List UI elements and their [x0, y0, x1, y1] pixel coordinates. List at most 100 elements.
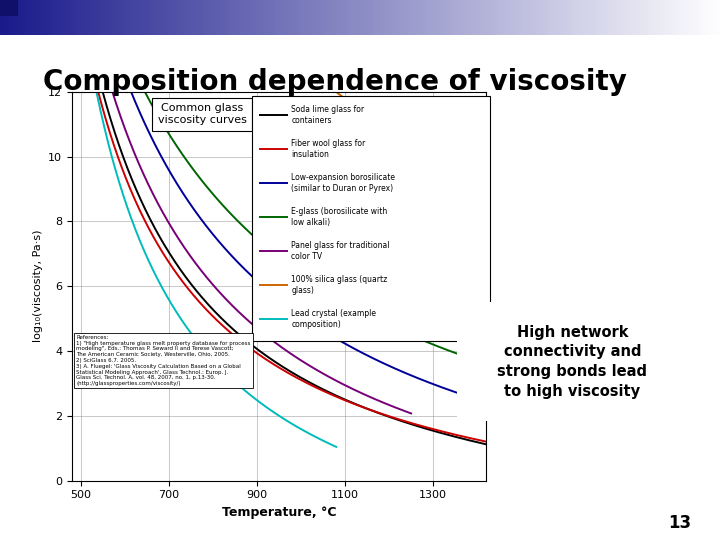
- Bar: [709, 0, 713, 35]
- Bar: [389, 0, 392, 35]
- Bar: [310, 0, 313, 35]
- Bar: [652, 0, 655, 35]
- Bar: [432, 0, 436, 35]
- Bar: [223, 0, 227, 35]
- Bar: [187, 0, 191, 35]
- Bar: [702, 0, 706, 35]
- Text: Common glass
viscosity curves: Common glass viscosity curves: [158, 104, 247, 125]
- Bar: [713, 0, 716, 35]
- Bar: [374, 0, 378, 35]
- Bar: [356, 0, 360, 35]
- Bar: [385, 0, 389, 35]
- Bar: [86, 0, 90, 35]
- Bar: [47, 0, 50, 35]
- Y-axis label: log₁₀(viscosity, Pa·s): log₁₀(viscosity, Pa·s): [32, 230, 42, 342]
- Bar: [673, 0, 677, 35]
- Bar: [551, 0, 554, 35]
- Bar: [637, 0, 641, 35]
- Bar: [137, 0, 140, 35]
- Bar: [133, 0, 137, 35]
- Bar: [688, 0, 691, 35]
- Bar: [245, 0, 248, 35]
- Bar: [205, 0, 209, 35]
- Bar: [612, 0, 616, 35]
- Bar: [583, 0, 587, 35]
- Bar: [464, 0, 468, 35]
- Bar: [11, 0, 14, 35]
- Bar: [65, 0, 68, 35]
- Bar: [565, 0, 569, 35]
- Bar: [61, 0, 65, 35]
- Text: Low-expansion borosilicate
(similar to Duran or Pyrex): Low-expansion borosilicate (similar to D…: [292, 173, 395, 193]
- Bar: [155, 0, 158, 35]
- Bar: [281, 0, 284, 35]
- Bar: [4, 0, 7, 35]
- Bar: [32, 0, 36, 35]
- Bar: [266, 0, 270, 35]
- Bar: [83, 0, 86, 35]
- Bar: [151, 0, 155, 35]
- Bar: [526, 0, 529, 35]
- Bar: [313, 0, 317, 35]
- Bar: [695, 0, 698, 35]
- Bar: [500, 0, 504, 35]
- Bar: [479, 0, 482, 35]
- Bar: [497, 0, 500, 35]
- Bar: [634, 0, 637, 35]
- Bar: [331, 0, 335, 35]
- Bar: [353, 0, 356, 35]
- Bar: [126, 0, 130, 35]
- Bar: [7, 0, 11, 35]
- Bar: [400, 0, 403, 35]
- Bar: [436, 0, 439, 35]
- Bar: [414, 0, 418, 35]
- Bar: [472, 0, 475, 35]
- Bar: [382, 0, 385, 35]
- Bar: [22, 0, 25, 35]
- Bar: [148, 0, 151, 35]
- Bar: [202, 0, 205, 35]
- Bar: [94, 0, 97, 35]
- Bar: [58, 0, 61, 35]
- Bar: [101, 0, 104, 35]
- Bar: [518, 0, 522, 35]
- Bar: [580, 0, 583, 35]
- Bar: [277, 0, 281, 35]
- Bar: [162, 0, 166, 35]
- Bar: [364, 0, 367, 35]
- Bar: [396, 0, 400, 35]
- Bar: [40, 0, 43, 35]
- Bar: [158, 0, 162, 35]
- FancyBboxPatch shape: [252, 96, 490, 341]
- Bar: [490, 0, 493, 35]
- Bar: [180, 0, 184, 35]
- Bar: [299, 0, 302, 35]
- Bar: [216, 0, 220, 35]
- Bar: [328, 0, 331, 35]
- Text: Panel glass for traditional
color TV: Panel glass for traditional color TV: [292, 241, 390, 261]
- Bar: [115, 0, 119, 35]
- Bar: [572, 0, 576, 35]
- Bar: [166, 0, 169, 35]
- Bar: [241, 0, 245, 35]
- Bar: [666, 0, 670, 35]
- Bar: [112, 0, 115, 35]
- Bar: [536, 0, 540, 35]
- Bar: [698, 0, 702, 35]
- Bar: [76, 0, 79, 35]
- Bar: [443, 0, 446, 35]
- X-axis label: Temperature, °C: Temperature, °C: [222, 506, 336, 519]
- Text: References:
1) "High temperature glass melt property database for process
modeli: References: 1) "High temperature glass m…: [76, 335, 251, 386]
- Bar: [50, 0, 54, 35]
- Bar: [515, 0, 518, 35]
- Bar: [194, 0, 198, 35]
- Bar: [533, 0, 536, 35]
- Bar: [191, 0, 194, 35]
- Bar: [619, 0, 623, 35]
- Bar: [482, 0, 486, 35]
- Bar: [292, 0, 295, 35]
- Bar: [198, 0, 202, 35]
- Bar: [169, 0, 173, 35]
- Bar: [306, 0, 310, 35]
- Bar: [54, 0, 58, 35]
